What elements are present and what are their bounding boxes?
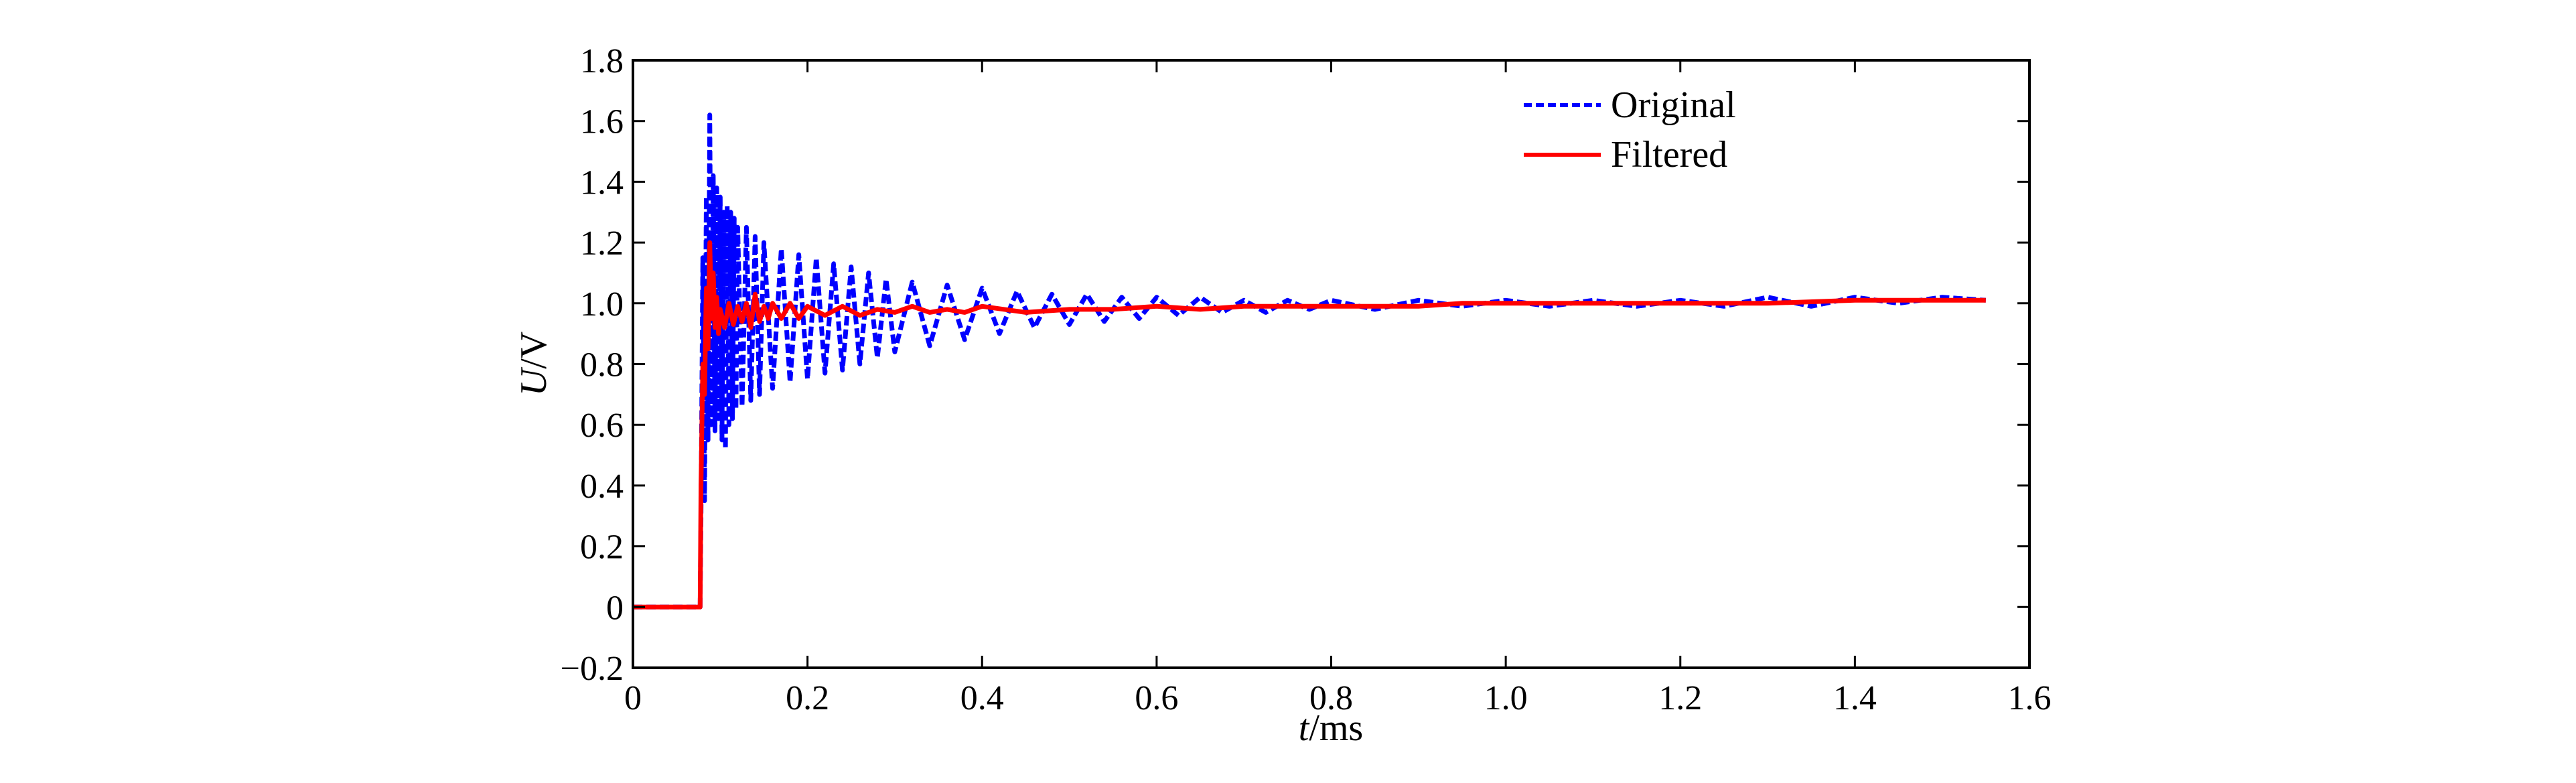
y-tick-label: 0.4 (580, 468, 624, 506)
y-tick-label: −0.2 (561, 650, 624, 688)
x-tick-label: 0.6 (1135, 679, 1178, 717)
y-axis-label: U/V (513, 332, 555, 396)
x-tick-label: 0.4 (960, 679, 1004, 717)
x-tick-label: 0.8 (1309, 679, 1353, 717)
x-axis-label: t/ms (1299, 707, 1363, 749)
legend-label-original: Original (1611, 84, 1736, 126)
x-tick-label: 1.6 (2008, 679, 2052, 717)
tick-labels: 0 0.2 0.4 0.6 0.8 1.0 1.2 1.4 1.6−0.200.20.40.60… (561, 42, 2052, 717)
series-layer (633, 113, 1987, 610)
legend-label-filtered: Filtered (1611, 134, 1727, 175)
y-tick-label: 1.4 (580, 163, 624, 202)
y-tick-label: 1.0 (580, 285, 624, 324)
x-tick-label: 1.2 (1658, 679, 1702, 717)
y-tick-label: 0.2 (580, 528, 624, 567)
legend: Original Filtered (1524, 84, 1736, 175)
x-tick-label: 1.4 (1833, 679, 1877, 717)
series-line-original (633, 113, 1987, 610)
y-tick-label: 1.8 (580, 42, 624, 80)
x-tick-label: 0.2 (786, 679, 829, 717)
x-tick-label: 0 (624, 679, 642, 717)
y-tick-label: 0 (606, 589, 624, 627)
y-tick-label: 0.8 (580, 346, 624, 384)
ticks-layer (632, 59, 2031, 669)
y-tick-label: 0.6 (580, 407, 624, 445)
y-tick-label: 1.2 (580, 224, 624, 263)
series-line-filtered (633, 240, 1986, 610)
x-tick-label: 1.0 (1484, 679, 1528, 717)
y-tick-label: 1.6 (580, 103, 624, 141)
